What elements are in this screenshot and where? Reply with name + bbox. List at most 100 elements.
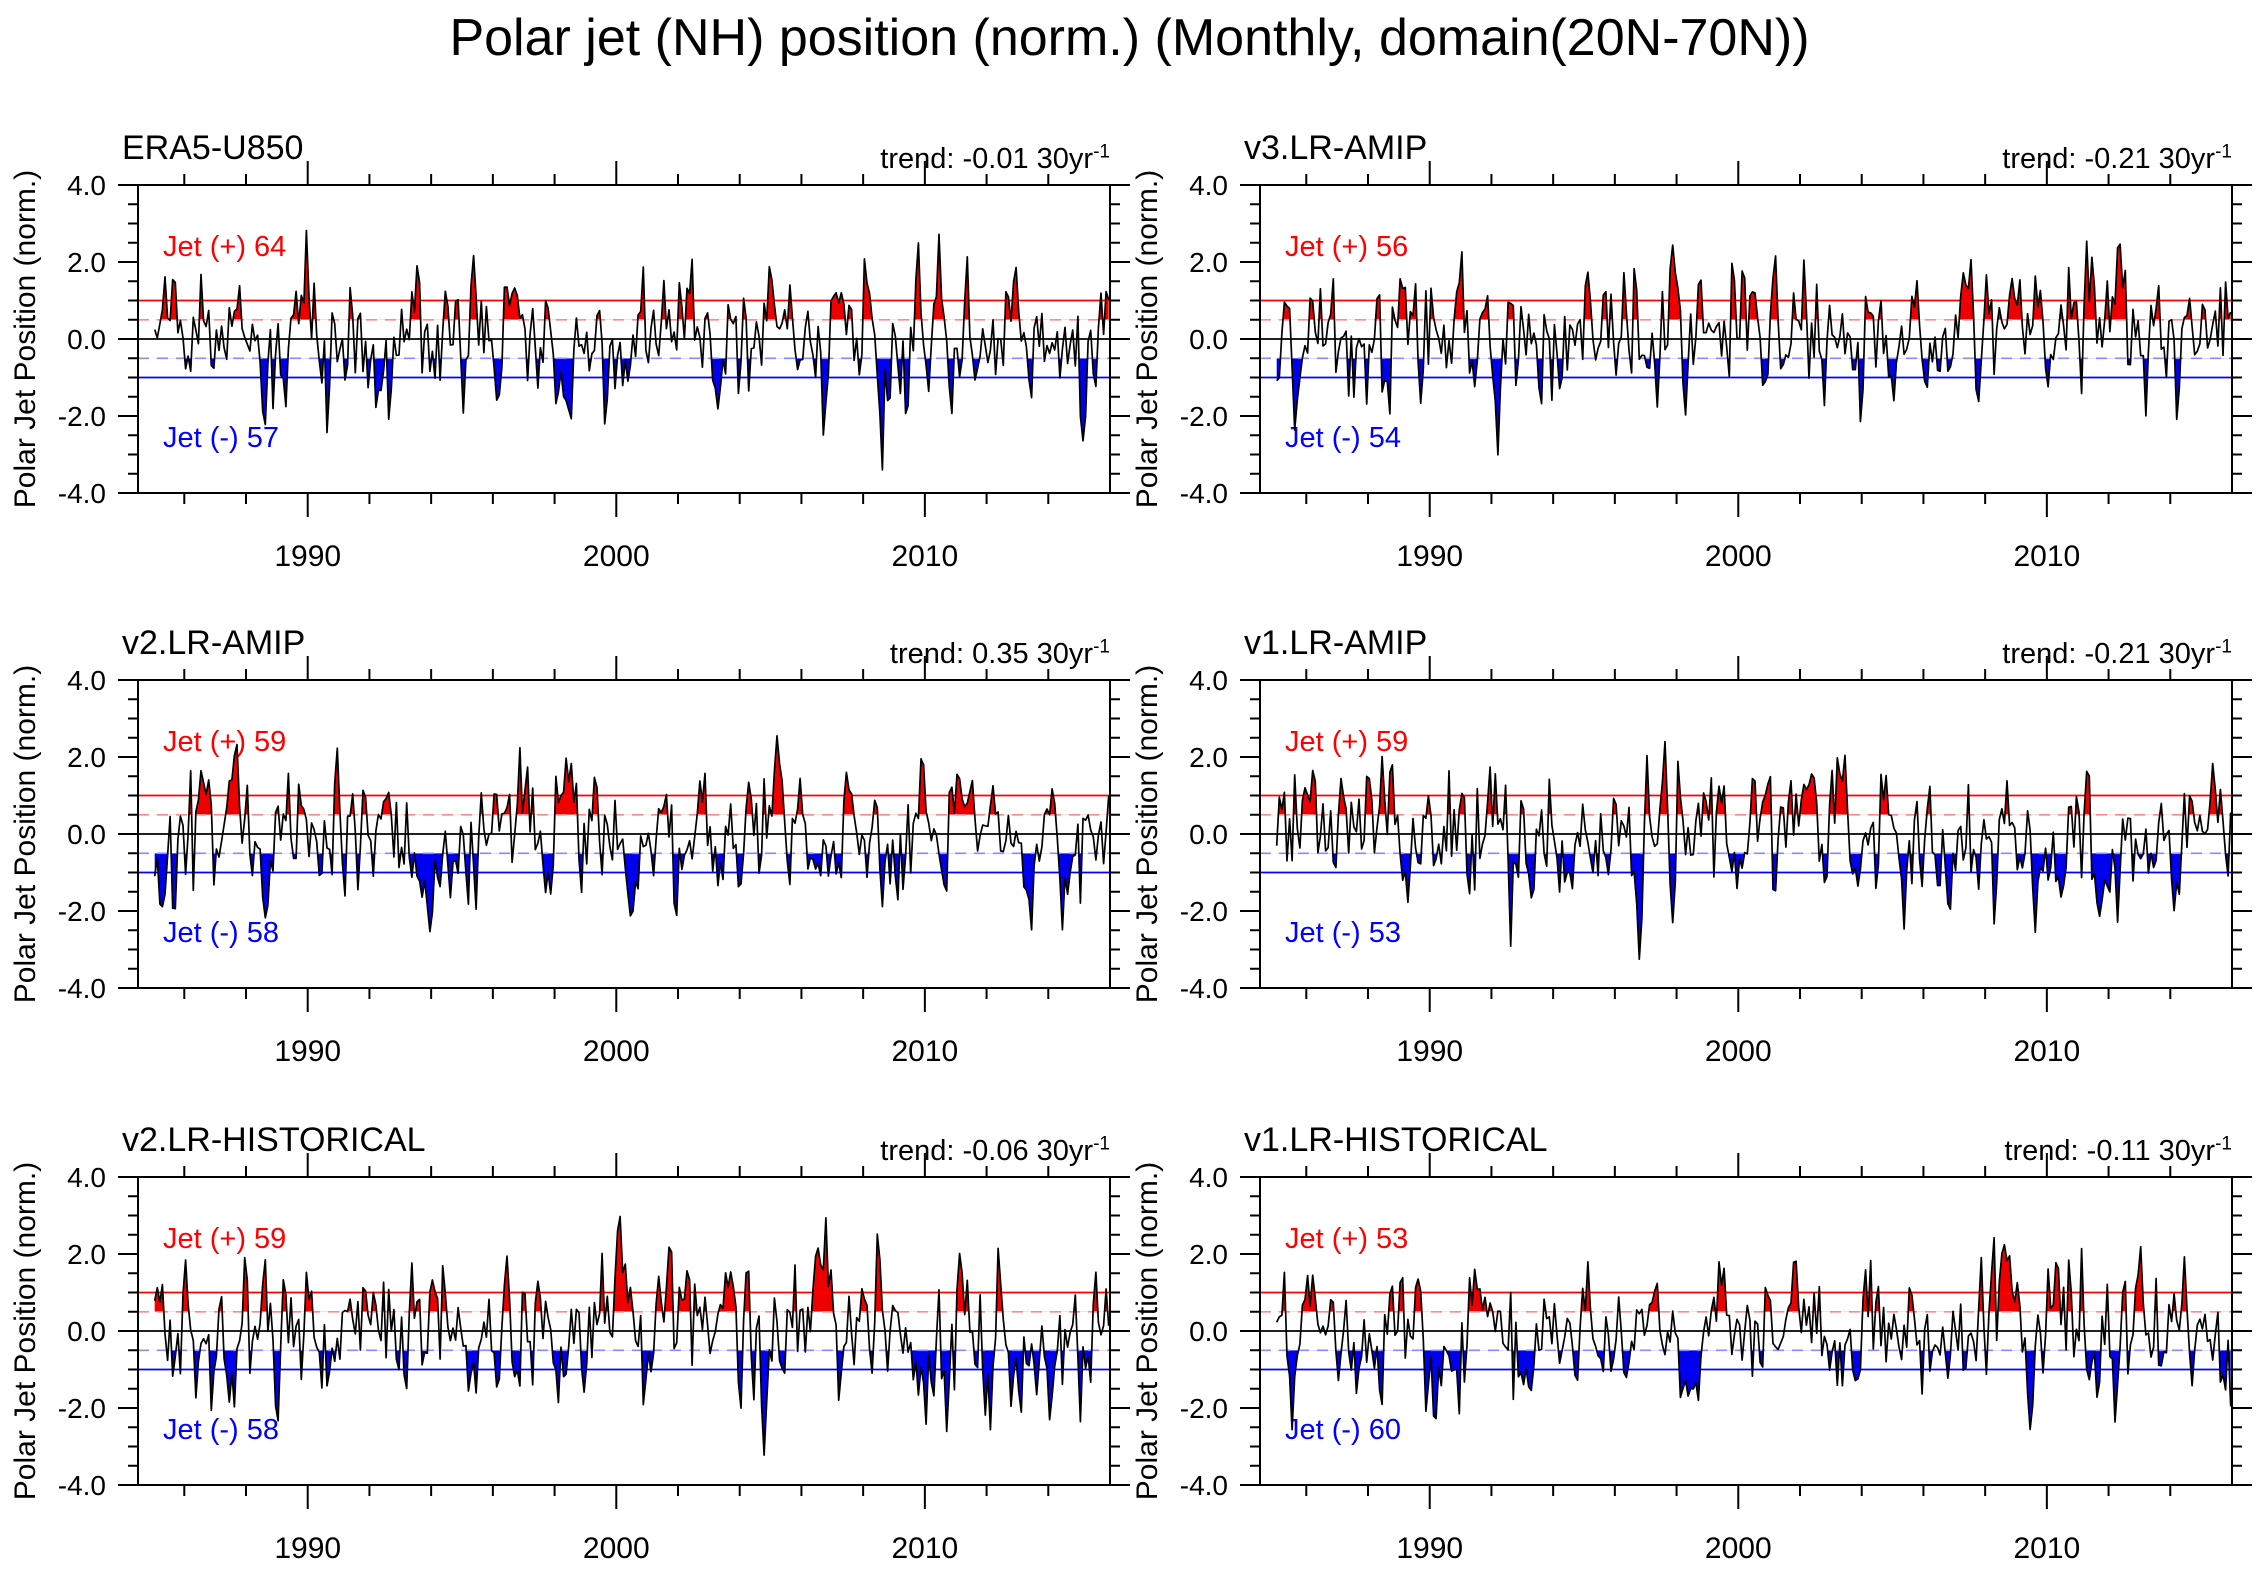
x-tick-label: 2010 bbox=[891, 1035, 958, 1068]
x-tick-label: 2010 bbox=[891, 1532, 958, 1565]
timeseries-line bbox=[1275, 740, 2232, 961]
x-tick-label: 1990 bbox=[1396, 1035, 1463, 1068]
x-tick-label: 2000 bbox=[1705, 1532, 1772, 1565]
negative-anomaly-fill bbox=[154, 1350, 1109, 1456]
y-tick-label: 0.0 bbox=[1189, 1316, 1228, 1347]
y-tick-label: 2.0 bbox=[1189, 1239, 1228, 1270]
timeseries-line bbox=[1275, 1236, 2232, 1431]
x-tick-label: 2000 bbox=[583, 1532, 650, 1565]
y-tick-label: -2.0 bbox=[58, 1393, 106, 1424]
trend-prefix: trend: bbox=[880, 143, 955, 175]
y-tick-label: -2.0 bbox=[58, 896, 106, 927]
x-tick-label: 2010 bbox=[2013, 540, 2080, 573]
y-tick-label: -4.0 bbox=[58, 973, 106, 1004]
y-tick-label: 2.0 bbox=[67, 247, 106, 278]
jet-negative-label: Jet (-) 53 bbox=[1285, 917, 1402, 949]
x-tick-label: 1990 bbox=[1396, 540, 1463, 573]
jet-positive-label: Jet (+) 64 bbox=[163, 231, 287, 263]
x-tick-label: 2000 bbox=[1705, 1035, 1772, 1068]
y-tick-label: 2.0 bbox=[1189, 247, 1228, 278]
panel-v3-lr-amip: v3.LR-AMIP trend: -0.21 30yr-1 Polar Jet… bbox=[1122, 85, 2252, 585]
x-tick-label: 1990 bbox=[274, 540, 341, 573]
trend-value: -0.21 bbox=[2084, 638, 2151, 670]
y-tick-label: 4.0 bbox=[1189, 170, 1228, 201]
trend-unit: 30yr bbox=[1036, 638, 1094, 670]
chart-canvas: 1990 2000 2010 4.0 2.0 0.0 -2.0 -4.0 bbox=[58, 161, 1130, 573]
positive-anomaly-fill bbox=[1278, 741, 2231, 815]
trend-prefix: trend: bbox=[2004, 1135, 2079, 1167]
y-tick-label: -4.0 bbox=[58, 478, 106, 509]
timeseries-line bbox=[153, 229, 1110, 471]
y-tick-label: -4.0 bbox=[1180, 973, 1228, 1004]
trend-unit: 30yr bbox=[2158, 638, 2216, 670]
trend-value: -0.01 bbox=[962, 143, 1029, 175]
y-tick-label: -2.0 bbox=[58, 401, 106, 432]
y-tick-label: -2.0 bbox=[1180, 1393, 1228, 1424]
panel-title: v1.LR-HISTORICAL bbox=[1244, 1121, 1548, 1159]
jet-positive-label: Jet (+) 59 bbox=[163, 1223, 287, 1255]
y-tick-label: 0.0 bbox=[67, 324, 106, 355]
page-title: Polar jet (NH) position (norm.) (Monthly… bbox=[449, 9, 1810, 67]
panel-v1-lr-amip: v1.LR-AMIP trend: -0.21 30yr-1 Polar Jet… bbox=[1122, 580, 2252, 1080]
trend-label: trend: -0.21 30yr-1 bbox=[2002, 142, 2232, 176]
jet-negative-label: Jet (-) 60 bbox=[1285, 1414, 1402, 1446]
panel-title: v1.LR-AMIP bbox=[1244, 624, 1428, 662]
chart-canvas: 1990 2000 2010 4.0 2.0 0.0 -2.0 -4.0 bbox=[1180, 656, 2252, 1068]
positive-anomaly-fill bbox=[154, 1216, 1108, 1312]
y-tick-label: 4.0 bbox=[1189, 1162, 1228, 1193]
y-tick-label: 0.0 bbox=[1189, 819, 1228, 850]
x-tick-label: 2000 bbox=[1705, 540, 1772, 573]
trend-exponent: -1 bbox=[2215, 1133, 2232, 1155]
timeseries-line bbox=[153, 734, 1110, 933]
trend-unit: 30yr bbox=[1036, 1135, 1094, 1167]
trend-label: trend: -0.06 30yr-1 bbox=[880, 1133, 1110, 1168]
trend-exponent: -1 bbox=[1093, 1133, 1110, 1155]
y-tick-label: 2.0 bbox=[67, 1239, 106, 1270]
y-tick-label: 4.0 bbox=[67, 1162, 106, 1193]
panel-title: ERA5-U850 bbox=[122, 129, 304, 167]
chart-canvas: 1990 2000 2010 4.0 2.0 0.0 -2.0 -4.0 bbox=[1180, 161, 2252, 573]
chart-canvas: 1990 2000 2010 4.0 2.0 0.0 -2.0 -4.0 bbox=[58, 656, 1130, 1068]
trend-label: trend: 0.35 30yr-1 bbox=[890, 636, 1110, 671]
panel-title: v2.LR-AMIP bbox=[122, 624, 306, 662]
x-tick-label: 2010 bbox=[2013, 1532, 2080, 1565]
x-tick-label: 2000 bbox=[583, 1035, 650, 1068]
jet-negative-label: Jet (-) 54 bbox=[1285, 422, 1402, 454]
trend-label: trend: -0.21 30yr-1 bbox=[2002, 636, 2232, 671]
panel-v1-lr-historical: v1.LR-HISTORICAL trend: -0.11 30yr-1 Pol… bbox=[1122, 1077, 2252, 1577]
panel-v2-lr-amip: v2.LR-AMIP trend: 0.35 30yr-1 Polar Jet … bbox=[0, 580, 1130, 1080]
y-tick-label: 4.0 bbox=[67, 665, 106, 696]
trend-exponent: -1 bbox=[1093, 636, 1110, 658]
y-tick-label: -4.0 bbox=[1180, 478, 1228, 509]
jet-positive-label: Jet (+) 59 bbox=[1285, 726, 1409, 758]
trend-value: -0.21 bbox=[2084, 143, 2151, 175]
panel-title: v3.LR-AMIP bbox=[1244, 129, 1428, 167]
x-tick-label: 1990 bbox=[274, 1532, 341, 1565]
trend-label: trend: -0.01 30yr-1 bbox=[880, 142, 1110, 176]
y-tick-label: 0.0 bbox=[1189, 324, 1228, 355]
y-tick-label: 2.0 bbox=[67, 742, 106, 773]
trend-label: trend: -0.11 30yr-1 bbox=[2004, 1133, 2232, 1168]
y-tick-label: -4.0 bbox=[58, 1470, 106, 1501]
negative-anomaly-fill bbox=[154, 853, 1109, 932]
x-tick-label: 1990 bbox=[274, 1035, 341, 1068]
timeseries-line bbox=[1276, 240, 2232, 456]
trend-prefix: trend: bbox=[2002, 143, 2077, 175]
y-tick-label: 0.0 bbox=[67, 1316, 106, 1347]
trend-unit: 30yr bbox=[1036, 143, 1094, 175]
x-tick-label: 1990 bbox=[1396, 1532, 1463, 1565]
panel-title: v2.LR-HISTORICAL bbox=[122, 1121, 426, 1159]
positive-anomaly-fill bbox=[1282, 1237, 2188, 1312]
x-tick-label: 2010 bbox=[891, 540, 958, 573]
trend-exponent: -1 bbox=[2215, 636, 2232, 658]
timeseries-line bbox=[153, 1215, 1110, 1456]
jet-positive-label: Jet (+) 56 bbox=[1285, 231, 1409, 263]
trend-prefix: trend: bbox=[880, 1135, 955, 1167]
y-tick-label: 0.0 bbox=[67, 819, 106, 850]
trend-prefix: trend: bbox=[2002, 638, 2077, 670]
trend-unit: 30yr bbox=[2158, 143, 2216, 175]
jet-negative-label: Jet (-) 58 bbox=[163, 917, 280, 949]
x-tick-label: 2010 bbox=[2013, 1035, 2080, 1068]
jet-negative-label: Jet (-) 57 bbox=[163, 422, 280, 454]
y-tick-label: -2.0 bbox=[1180, 401, 1228, 432]
